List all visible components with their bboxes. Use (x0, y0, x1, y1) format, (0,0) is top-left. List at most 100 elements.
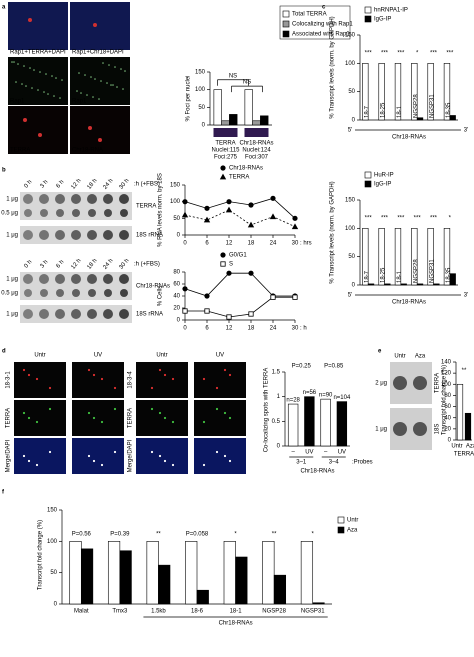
spot (215, 450, 219, 454)
time-label: 6 h (55, 259, 65, 269)
legend-swatch (282, 20, 290, 28)
condition-label: :h (+FBS) (134, 182, 160, 188)
y-tick-label: 150 (47, 508, 58, 514)
blot-dot (24, 209, 32, 217)
x-axis-label: Chr18-RNAs (300, 469, 334, 475)
category-label: NGSP31 (430, 259, 436, 283)
y-tick-label: 0 (54, 602, 58, 608)
y-tick-label: 20 (444, 426, 451, 432)
bar (443, 228, 451, 286)
blot-dot (72, 289, 80, 297)
y-tick-label: 60 (173, 282, 180, 288)
spot (158, 411, 162, 415)
foci (100, 80, 102, 82)
spot (158, 368, 162, 372)
probe-label: TERRA (435, 373, 441, 393)
category-label: 18-35 (446, 267, 452, 283)
significance: ** (156, 531, 161, 537)
legend-swatch (282, 30, 290, 38)
category-label: NGSP28 (413, 94, 419, 118)
bar (80, 548, 94, 605)
legend-swatch (364, 6, 372, 14)
foci (94, 78, 96, 80)
time-label: 24 h (102, 178, 114, 191)
spot (100, 463, 104, 467)
blot-dot (55, 309, 65, 319)
spot (171, 377, 175, 381)
bar (449, 273, 456, 286)
y-axis-label: Transcript fold change (%) (442, 365, 448, 435)
bar (235, 556, 248, 605)
y-tick-label: 0 (352, 118, 356, 124)
foci (23, 65, 25, 67)
blot-dot (87, 230, 97, 240)
blot-dot (119, 309, 129, 319)
foci (78, 72, 80, 74)
time-label: 0 h (23, 179, 33, 189)
spot (92, 459, 96, 463)
category-label: Untr (451, 444, 462, 450)
blot-dot (413, 422, 427, 436)
micrograph (72, 362, 124, 398)
column-label: Untr (34, 353, 45, 359)
bar (107, 541, 121, 605)
foci (59, 97, 61, 99)
y-tick-label: 100 (345, 61, 356, 67)
y-axis-label: Co-localizing spots with TERRA (264, 368, 270, 453)
x-tick-label: 18 (248, 326, 255, 332)
bar (300, 541, 314, 605)
spot (87, 368, 91, 372)
x-axis-label: Chr18-RNAs (392, 300, 426, 306)
bar (411, 228, 418, 286)
marker (181, 211, 189, 218)
y-tick-label: 150 (170, 183, 181, 189)
blot-dot (88, 289, 96, 297)
micrograph (14, 438, 66, 474)
marker (269, 213, 277, 220)
significance: *** (397, 51, 405, 57)
foci (98, 138, 102, 142)
row-label: Merge/DAPI (128, 439, 134, 472)
foci (39, 71, 41, 73)
spot (171, 420, 175, 424)
foci (88, 126, 92, 130)
y-tick-label: 40 (444, 415, 451, 421)
legend-label: HuR-IP (374, 173, 394, 179)
y-tick-label: 0 (177, 318, 181, 324)
spot (22, 411, 26, 415)
blot-dot (103, 230, 113, 240)
y-tick-label: 50 (198, 105, 205, 111)
amount-label: 1 μg (6, 197, 18, 203)
blot-dot (87, 309, 97, 319)
column-label: Aza (415, 354, 426, 360)
category-note: Foci:307 (245, 155, 269, 161)
x-axis-label: TERRA (454, 452, 474, 458)
spot (48, 450, 52, 454)
blot-dot (104, 209, 112, 217)
blot-dot (103, 274, 113, 284)
time-label: 12 h (70, 178, 82, 191)
y-tick-label: 100 (47, 539, 58, 545)
legend-swatch (364, 171, 372, 179)
spot (223, 368, 227, 372)
legend-swatch (364, 180, 372, 188)
bar (244, 89, 253, 126)
bar (336, 401, 348, 447)
time-label: 18 h (86, 258, 98, 271)
foci (53, 95, 55, 97)
category-label: 18-1 (397, 270, 403, 283)
foci (47, 93, 49, 95)
marker (204, 293, 210, 299)
y-tick-label: 100 (195, 87, 206, 93)
spot (27, 373, 31, 377)
significance: * (449, 216, 452, 222)
probe-label: 18S rRNA (136, 233, 163, 239)
legend-label: Associated with Rap1 (292, 32, 350, 38)
legend-label: hnRNPA1-IP (374, 8, 408, 14)
foci (93, 23, 97, 27)
bar (443, 63, 451, 121)
bar (262, 541, 275, 605)
probe-label: 18S rRNA (136, 312, 163, 318)
marker (291, 223, 299, 230)
foci (28, 18, 32, 22)
